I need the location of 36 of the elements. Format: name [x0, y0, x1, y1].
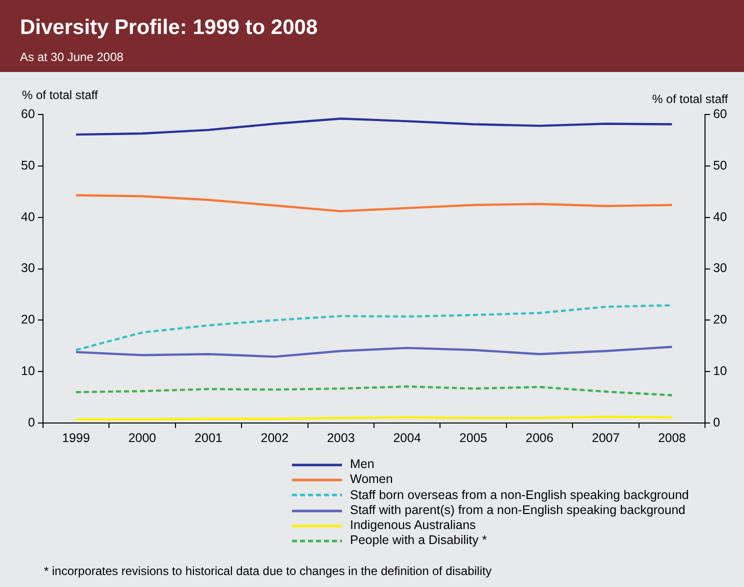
legend-label: Staff born overseas from a non-English speaking background	[350, 488, 689, 503]
y-tick-label: 30	[21, 261, 35, 276]
legend-label: Women	[350, 472, 393, 488]
y2-tick-label: 20	[713, 312, 728, 327]
y-tick-label: 50	[21, 158, 35, 172]
y-tick-label: 20	[21, 312, 35, 327]
text: * incorporates revisions to historical data due to changes in the definition of disability	[44, 564, 492, 578]
x-tick-label: 2007	[592, 430, 620, 445]
x-tick-label: 1999	[62, 430, 90, 445]
y2-tick-label: 40	[713, 210, 728, 224]
x-tick-label: 2006	[526, 430, 554, 445]
legend-label: Men	[350, 457, 374, 472]
y2-tick-label: 60	[713, 106, 728, 121]
y-tick-label: 10	[21, 364, 35, 378]
x-tick-label: 2003	[326, 430, 355, 445]
line-series	[74, 385, 674, 396]
x-tick-label: 2004	[393, 430, 422, 445]
chart-subtitle: As at 30 June 2008	[20, 50, 124, 64]
legend-label: Staff with parent(s) from a non-English speaking background	[350, 502, 686, 518]
x-tick-label: 2000	[128, 430, 156, 445]
y-tick-label: 0	[28, 415, 35, 430]
y2-tick-label: 50	[713, 158, 728, 172]
x-tick-label: 2005	[459, 430, 488, 445]
x-tick-label: 2002	[260, 430, 289, 445]
y-axis-title: % of total staff	[22, 88, 98, 102]
y2-axis-title: % of total staff	[652, 92, 728, 106]
chart-title: Diversity Profile: 1999 to 2008	[20, 16, 318, 40]
y-tick-label: 40	[21, 210, 35, 224]
y2-tick-label: 10	[713, 364, 728, 378]
y-tick-label: 60	[21, 106, 35, 121]
legend-label: Indigenous Australians	[350, 518, 476, 534]
y2-tick-label: 30	[713, 261, 728, 276]
x-tick-label: 2001	[194, 430, 222, 445]
y2-tick-label: 0	[713, 415, 720, 430]
legend-label: People with a Disability *	[350, 533, 487, 549]
x-tick-label: 2008	[658, 430, 686, 445]
